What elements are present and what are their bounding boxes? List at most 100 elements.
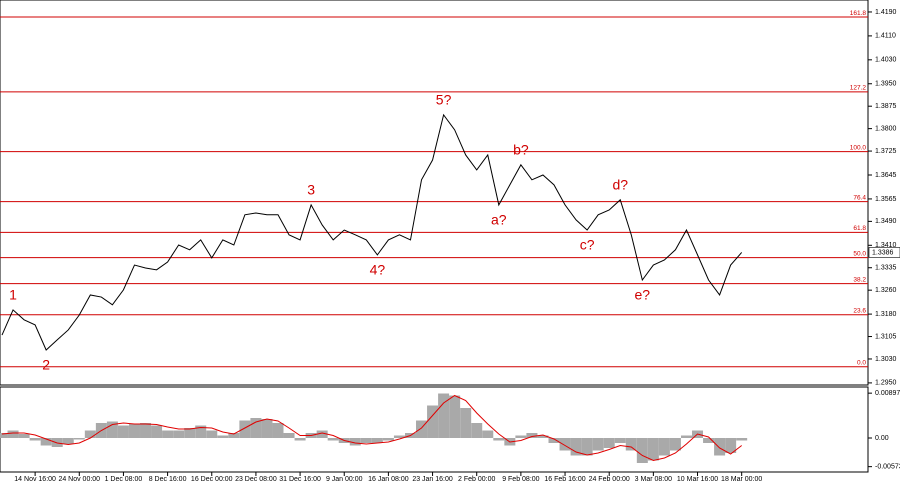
histogram-bar bbox=[162, 430, 174, 438]
histogram-bar bbox=[128, 424, 140, 438]
histogram-bar bbox=[393, 435, 405, 438]
histogram-bar bbox=[151, 425, 163, 438]
histogram-bar bbox=[40, 438, 52, 446]
histogram-bar bbox=[559, 438, 571, 451]
histogram-bar bbox=[184, 428, 196, 438]
y-tick-label: 1.3180 bbox=[875, 311, 897, 318]
x-tick-label: 23 Jan 16:00 bbox=[412, 476, 453, 483]
x-tick-label: 9 Jan 00:00 bbox=[326, 476, 363, 483]
histogram-bar bbox=[283, 433, 295, 438]
x-tick-label: 8 Dec 16:00 bbox=[149, 476, 187, 483]
y-tick-label: 1.3725 bbox=[875, 148, 897, 155]
histogram-bar bbox=[29, 438, 41, 441]
x-tick-label: 1 Dec 08:00 bbox=[105, 476, 143, 483]
x-tick-label: 31 Dec 16:00 bbox=[279, 476, 321, 483]
wave-label: 5? bbox=[436, 92, 452, 108]
y-tick-label: 1.4110 bbox=[875, 33, 896, 40]
fib-label: 127.2 bbox=[850, 85, 867, 92]
y-tick-label: 1.3800 bbox=[875, 125, 897, 132]
y-tick-label: 0.00 bbox=[875, 435, 889, 442]
histogram-bar bbox=[7, 430, 19, 438]
y-tick-label: 1.3645 bbox=[875, 172, 897, 179]
y-tick-label: 1.3875 bbox=[875, 103, 897, 110]
histogram-bar bbox=[84, 430, 96, 438]
histogram-bar bbox=[371, 438, 383, 443]
histogram-bar bbox=[272, 423, 284, 438]
histogram-bar bbox=[228, 433, 240, 438]
wave-label: 4? bbox=[370, 262, 386, 278]
histogram-bar bbox=[117, 425, 129, 438]
fib-label: 76.4 bbox=[853, 194, 866, 201]
histogram-bar bbox=[636, 438, 648, 463]
y-tick-label: 1.3260 bbox=[875, 287, 897, 294]
histogram-bar bbox=[669, 438, 681, 451]
fib-label: 23.6 bbox=[853, 307, 866, 314]
fib-label: 38.2 bbox=[853, 276, 866, 283]
histogram-bar bbox=[471, 423, 483, 438]
wave-label: d? bbox=[612, 177, 628, 193]
histogram-bar bbox=[548, 438, 560, 443]
histogram-bar bbox=[493, 438, 505, 441]
histogram-bar bbox=[427, 405, 439, 438]
histogram-bar bbox=[460, 408, 472, 438]
histogram-bar bbox=[239, 420, 251, 438]
histogram-bar bbox=[714, 438, 726, 456]
histogram-bar bbox=[725, 438, 737, 453]
x-tick-label: 23 Dec 08:00 bbox=[235, 476, 277, 483]
histogram-bar bbox=[614, 438, 626, 443]
histogram-bar bbox=[570, 438, 582, 456]
histogram-bar bbox=[382, 438, 394, 441]
x-tick-label: 9 Feb 08:00 bbox=[502, 476, 539, 483]
x-tick-label: 16 Feb 16:00 bbox=[544, 476, 585, 483]
fib-label: 61.8 bbox=[853, 225, 866, 232]
y-tick-label: -0.00573 bbox=[875, 463, 900, 470]
histogram-bar bbox=[140, 423, 152, 438]
histogram-bar bbox=[173, 430, 185, 438]
y-tick-label: 1.3030 bbox=[875, 356, 897, 363]
x-tick-label: 16 Jan 08:00 bbox=[368, 476, 409, 483]
histogram-bar bbox=[647, 438, 659, 461]
fib-label: 100.0 bbox=[850, 144, 867, 151]
wave-label: b? bbox=[513, 142, 529, 158]
signal-line bbox=[1, 394, 742, 462]
y-tick-label: 0.00897 bbox=[875, 390, 900, 397]
x-tick-label: 24 Nov 00:00 bbox=[58, 476, 100, 483]
histogram-bar bbox=[73, 438, 85, 440]
y-tick-label: 1.3335 bbox=[875, 265, 897, 272]
wave-label: 1 bbox=[9, 287, 17, 303]
price-line bbox=[1, 113, 743, 351]
histogram-bar bbox=[592, 438, 604, 451]
wave-label: 2 bbox=[42, 357, 50, 373]
x-tick-label: 10 Mar 16:00 bbox=[677, 476, 718, 483]
histogram-bar bbox=[680, 435, 692, 438]
histogram-bar bbox=[736, 438, 748, 441]
histogram-bar bbox=[261, 419, 273, 438]
histogram-bar bbox=[18, 434, 30, 438]
histogram-bar bbox=[482, 430, 494, 438]
last-price-label: 1.3386 bbox=[872, 249, 894, 256]
wave-label: c? bbox=[580, 237, 595, 253]
histogram-bar bbox=[327, 438, 339, 441]
histogram-bar bbox=[62, 438, 74, 444]
x-tick-label: 16 Dec 00:00 bbox=[191, 476, 233, 483]
y-tick-label: 1.3490 bbox=[875, 218, 897, 225]
wave-label: 3 bbox=[307, 182, 315, 198]
histogram-bar bbox=[0, 433, 8, 438]
histogram-bar bbox=[360, 438, 372, 443]
histogram-bar bbox=[294, 438, 306, 441]
y-tick-label: 1.3950 bbox=[875, 81, 897, 88]
histogram-bar bbox=[195, 425, 207, 438]
y-tick-label: 1.4190 bbox=[875, 9, 897, 16]
histogram-bar bbox=[349, 438, 361, 446]
x-tick-label: 2 Feb 00:00 bbox=[458, 476, 495, 483]
histogram-bar bbox=[537, 435, 549, 438]
fib-label: 161.8 bbox=[850, 10, 867, 17]
x-tick-label: 14 Nov 16:00 bbox=[14, 476, 56, 483]
x-tick-label: 24 Feb 00:00 bbox=[589, 476, 630, 483]
fib-label: 0.0 bbox=[857, 359, 866, 366]
y-tick-label: 1.4030 bbox=[875, 57, 897, 64]
wave-label: a? bbox=[491, 212, 507, 228]
histogram-bar bbox=[449, 395, 461, 438]
x-tick-label: 18 Mar 00:00 bbox=[721, 476, 762, 483]
histogram-bar bbox=[603, 438, 615, 448]
